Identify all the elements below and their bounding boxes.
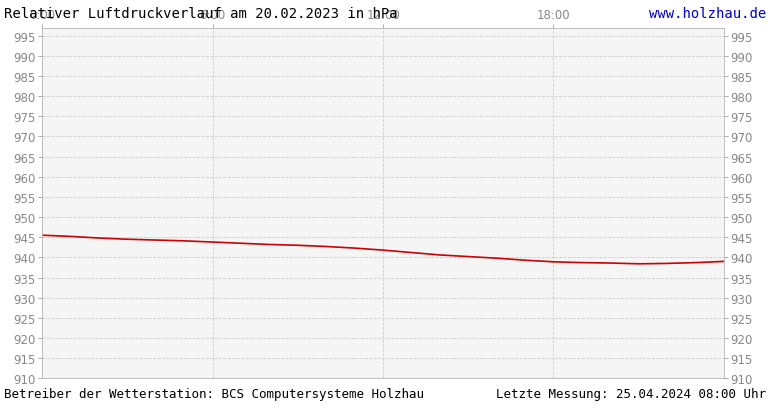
Text: Relativer Luftdruckverlauf am 20.02.2023 in hPa: Relativer Luftdruckverlauf am 20.02.2023… xyxy=(4,7,397,21)
Text: Betreiber der Wetterstation: BCS Computersysteme Holzhau: Betreiber der Wetterstation: BCS Compute… xyxy=(4,387,424,400)
Text: Letzte Messung: 25.04.2024 08:00 Uhr: Letzte Messung: 25.04.2024 08:00 Uhr xyxy=(496,387,766,400)
Text: www.holzhau.de: www.holzhau.de xyxy=(649,7,766,21)
